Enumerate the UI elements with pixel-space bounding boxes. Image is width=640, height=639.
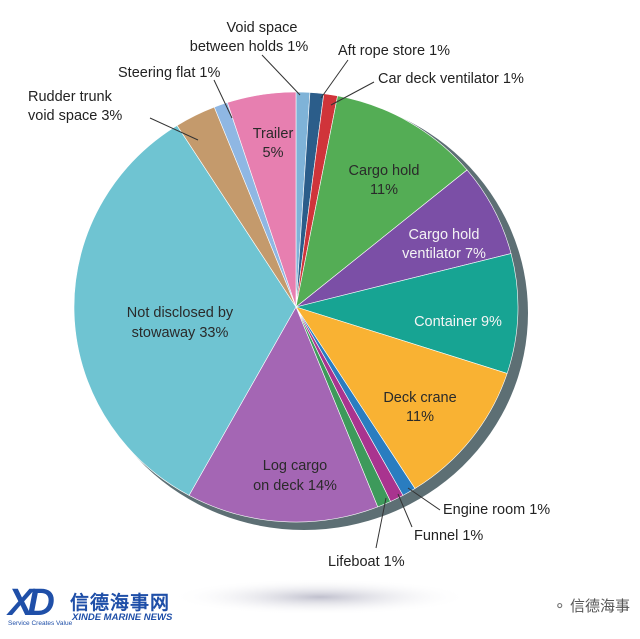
label-deck-crane-line2: 11% <box>406 409 434 425</box>
leader-aft-rope <box>320 59 349 99</box>
pie-slice-11 <box>188 306 379 523</box>
brand-mark: XD <box>8 582 55 624</box>
pie-slice-4 <box>295 95 468 308</box>
label-rudder-line1: Rudder trunk <box>28 89 113 105</box>
label-cargo-vent-line2: ventilator 7% <box>402 246 486 262</box>
label-void-space-line2: between holds 1% <box>190 39 309 55</box>
label-cargo-hold-line2: 11% <box>370 182 398 198</box>
label-engine-room: Engine room 1% <box>443 502 550 518</box>
pie-slice-12 <box>73 125 297 496</box>
pie-slice-15 <box>227 91 297 308</box>
wechat-account: ⚬ 信德海事 <box>553 595 630 616</box>
leader-steering <box>213 79 233 119</box>
label-trailer-line2: 5% <box>263 145 284 161</box>
pie-slice-7 <box>295 306 508 489</box>
leader-engine-room <box>407 487 441 511</box>
pie-slice-6 <box>294 253 519 374</box>
label-lifeboat: Lifeboat 1% <box>328 554 405 570</box>
label-rudder-line2: void space 3% <box>28 108 122 124</box>
pie-shadow <box>170 579 470 615</box>
label-void-space-line1: Void space <box>227 20 298 36</box>
label-cargo-vent-line1: Cargo hold <box>409 227 480 243</box>
leader-funnel <box>397 493 413 528</box>
wechat-account-name: 信德海事 <box>569 597 630 615</box>
brand-slogan: Service Creates Value <box>8 620 73 627</box>
leader-car-deck <box>330 81 375 106</box>
label-container: Container 9% <box>414 314 502 330</box>
label-not-disclosed-line2: stowaway 33% <box>132 325 229 341</box>
brand-logo: XD 信德海事网 XINDE MARINE NEWS Service Creat… <box>8 582 328 630</box>
label-car-deck: Car deck ventilator 1% <box>378 71 524 87</box>
brand-name-cn: 信德海事网 <box>70 592 171 614</box>
label-steering: Steering flat 1% <box>118 65 220 81</box>
label-trailer-line1: Trailer <box>253 126 294 142</box>
leader-void-space <box>261 54 301 96</box>
label-not-disclosed-line1: Not disclosed by <box>127 305 234 321</box>
wechat-icon: ⚬ <box>553 597 566 615</box>
label-funnel: Funnel 1% <box>414 528 483 544</box>
leader-rudder <box>149 117 199 141</box>
leader-lifeboat <box>375 497 387 549</box>
brand-name-en: XINDE MARINE NEWS <box>72 612 173 623</box>
label-cargo-hold-line1: Cargo hold <box>349 163 420 179</box>
label-aft-rope: Aft rope store 1% <box>338 43 450 59</box>
label-log-cargo-line1: Log cargo <box>263 458 328 474</box>
label-log-cargo-line2: on deck 14% <box>253 478 337 494</box>
label-deck-crane-line1: Deck crane <box>383 390 456 406</box>
